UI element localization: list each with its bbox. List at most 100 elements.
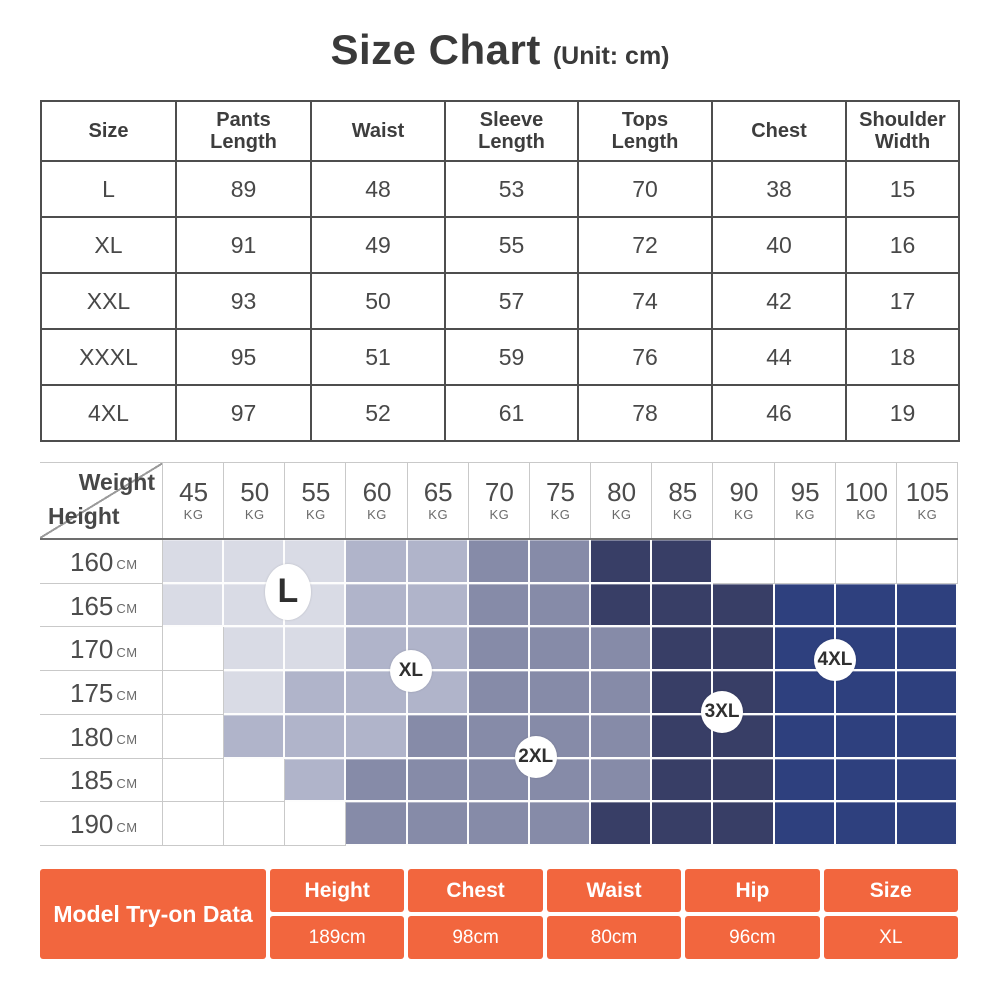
weight-value: 75 xyxy=(546,477,575,508)
model-table-header-cell: Size xyxy=(823,869,958,912)
height-value: 175 xyxy=(70,677,114,708)
height-value: 190 xyxy=(70,809,114,840)
matrix-cell xyxy=(896,583,958,628)
matrix-cell xyxy=(346,714,408,759)
corner-weight-label: Weight xyxy=(78,469,155,495)
height-value: 170 xyxy=(70,634,114,665)
weight-header-cell: 90 KG xyxy=(713,463,775,540)
size-table-header-cell: Sleeve Length xyxy=(444,100,579,162)
size-label-cell: XL xyxy=(40,216,177,274)
matrix-cell xyxy=(407,758,469,803)
matrix-cell xyxy=(774,540,836,584)
weight-unit-label: KG xyxy=(244,506,265,522)
size-label-cell: 4XL xyxy=(40,384,177,442)
model-table-header-cell: Chest xyxy=(408,869,543,912)
model-table-header-cell: Waist xyxy=(546,869,682,912)
size-table-cell: 74 xyxy=(577,272,713,330)
matrix-cell xyxy=(224,627,286,672)
model-table-value-cell: 189cm xyxy=(270,916,405,959)
weight-unit-label: KG xyxy=(550,506,571,522)
matrix-cell xyxy=(896,758,958,803)
height-unit-label: CM xyxy=(116,732,138,748)
size-table-cell: 19 xyxy=(845,384,960,442)
weight-value: 100 xyxy=(844,477,888,508)
matrix-cell xyxy=(285,627,347,672)
matrix-cell xyxy=(591,540,653,584)
matrix-cell xyxy=(346,627,408,672)
height-unit-label: CM xyxy=(116,688,138,704)
matrix-cell xyxy=(896,714,958,759)
size-table-cell: 93 xyxy=(175,272,312,330)
size-table: Size Pants Length Waist Sleeve Length Tops L… xyxy=(40,100,960,442)
size-table-cell: 61 xyxy=(444,384,579,442)
weight-unit-label: KG xyxy=(183,506,204,522)
matrix-cell xyxy=(652,627,714,672)
matrix-cell xyxy=(835,802,897,846)
size-table-cell: 38 xyxy=(711,160,847,218)
weight-value: 50 xyxy=(240,477,270,508)
weight-unit-label: KG xyxy=(856,506,877,522)
matrix-cell xyxy=(774,758,836,803)
matrix-cell xyxy=(346,671,408,715)
weight-unit-label: KG xyxy=(672,506,693,522)
weight-value: 105 xyxy=(905,477,950,508)
size-table-body: L 89 48 53 70 38 15 XL 91 49 55 72 40 16 XXL 93 50 57 74 42… xyxy=(40,160,960,442)
size-badge: 3XL xyxy=(701,691,744,734)
size-table-cell: 89 xyxy=(175,160,312,218)
matrix-cell xyxy=(468,627,530,672)
weight-header-cell: 45 KG xyxy=(163,463,225,540)
size-table-cell: 16 xyxy=(845,216,960,274)
height-label-cell: 160 CM xyxy=(40,540,163,584)
matrix-cell xyxy=(591,802,653,846)
height-label-cell: 185 CM xyxy=(40,758,163,803)
matrix-cell xyxy=(285,671,347,715)
weight-value: 55 xyxy=(301,477,331,508)
weight-value: 90 xyxy=(729,477,759,508)
size-table-header-cell: Pants Length xyxy=(175,100,312,162)
matrix-cell xyxy=(163,758,225,803)
weight-value: 70 xyxy=(484,477,514,508)
matrix-cell xyxy=(591,671,653,715)
weight-header-cell: 105 KG xyxy=(896,463,958,540)
matrix-cell xyxy=(652,540,714,584)
matrix-cell xyxy=(224,758,286,803)
matrix-cell xyxy=(835,758,897,803)
size-table-cell: 18 xyxy=(845,328,960,386)
model-table-label: Model Try-on Data xyxy=(40,869,266,959)
size-table-cell: 70 xyxy=(577,160,713,218)
matrix-cell xyxy=(774,583,836,628)
matrix-cell xyxy=(285,714,347,759)
matrix-cell xyxy=(774,802,836,846)
matrix-cell xyxy=(896,671,958,715)
height-unit-label: CM xyxy=(116,775,138,791)
weight-value: 65 xyxy=(423,477,453,508)
size-label-cell: XXL xyxy=(40,272,177,330)
matrix-cell xyxy=(285,802,347,846)
matrix-cell xyxy=(468,671,530,715)
size-table-cell: 46 xyxy=(711,384,847,442)
matrix-cell xyxy=(529,540,592,584)
model-table-value-cell: 96cm xyxy=(685,916,820,959)
matrix-cell xyxy=(652,758,714,803)
matrix-cell xyxy=(774,714,836,759)
weight-unit-label: KG xyxy=(489,506,510,522)
matrix-cell xyxy=(346,540,408,584)
matrix-cell xyxy=(835,540,897,584)
weight-unit-label: KG xyxy=(428,506,449,522)
matrix-cell xyxy=(346,802,408,846)
matrix-corner-cell: Weight Height xyxy=(40,463,163,540)
size-table-row: 4XL 97 52 61 78 46 19 xyxy=(40,384,960,442)
weight-header-cell: 55 KG xyxy=(285,463,347,540)
height-label-cell: 190 CM xyxy=(40,802,163,846)
size-badge: XL xyxy=(389,650,432,693)
matrix-cell xyxy=(163,627,225,672)
matrix-cell xyxy=(285,758,347,803)
matrix-cell xyxy=(224,714,286,759)
matrix-cell xyxy=(529,802,592,846)
height-label-cell: 170 CM xyxy=(40,627,163,672)
weight-value: 95 xyxy=(790,477,820,508)
matrix-cell xyxy=(713,627,775,672)
matrix-cell xyxy=(468,758,530,803)
matrix-cell xyxy=(468,802,530,846)
